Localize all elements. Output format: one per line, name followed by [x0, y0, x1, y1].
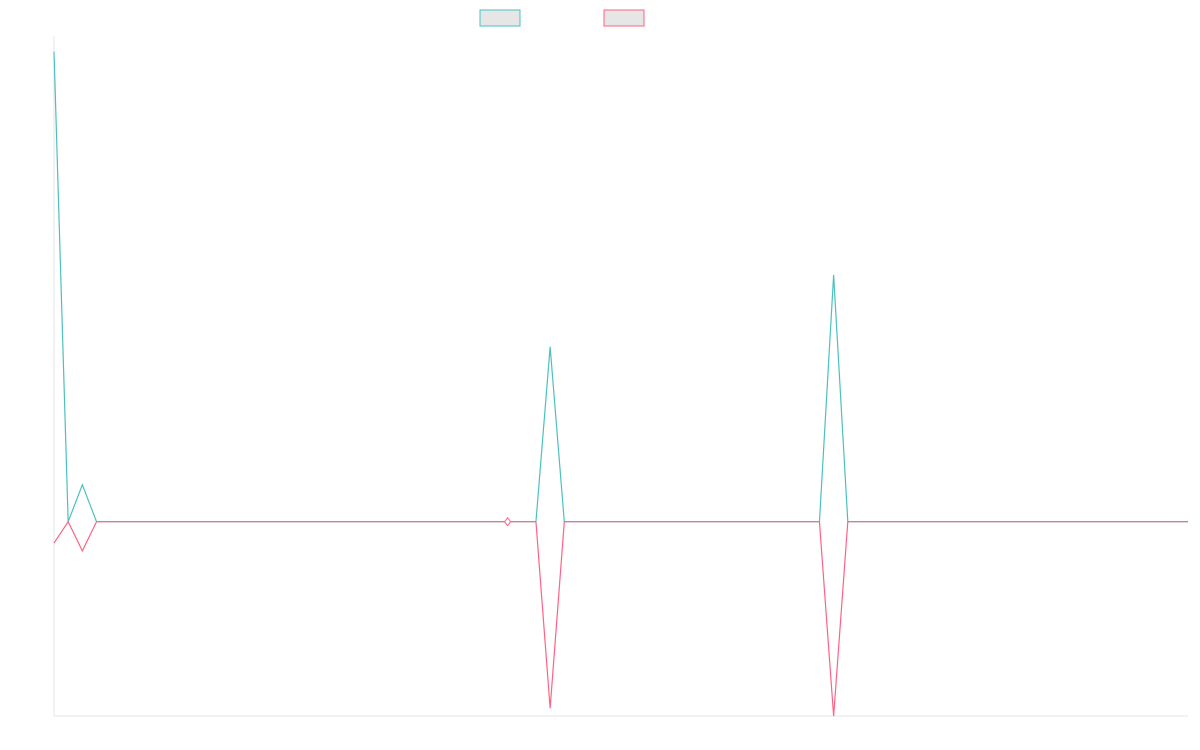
legend-swatch [603, 9, 645, 27]
series-line [53, 51, 1188, 523]
series-group [53, 51, 1188, 717]
legend [479, 9, 645, 27]
legend-item[interactable] [479, 9, 521, 27]
series-line [53, 520, 1188, 717]
point-markers [503, 516, 512, 527]
legend-item[interactable] [603, 9, 645, 27]
data-point-marker [503, 516, 512, 527]
axes [53, 36, 1188, 717]
legend-swatch [479, 9, 521, 27]
